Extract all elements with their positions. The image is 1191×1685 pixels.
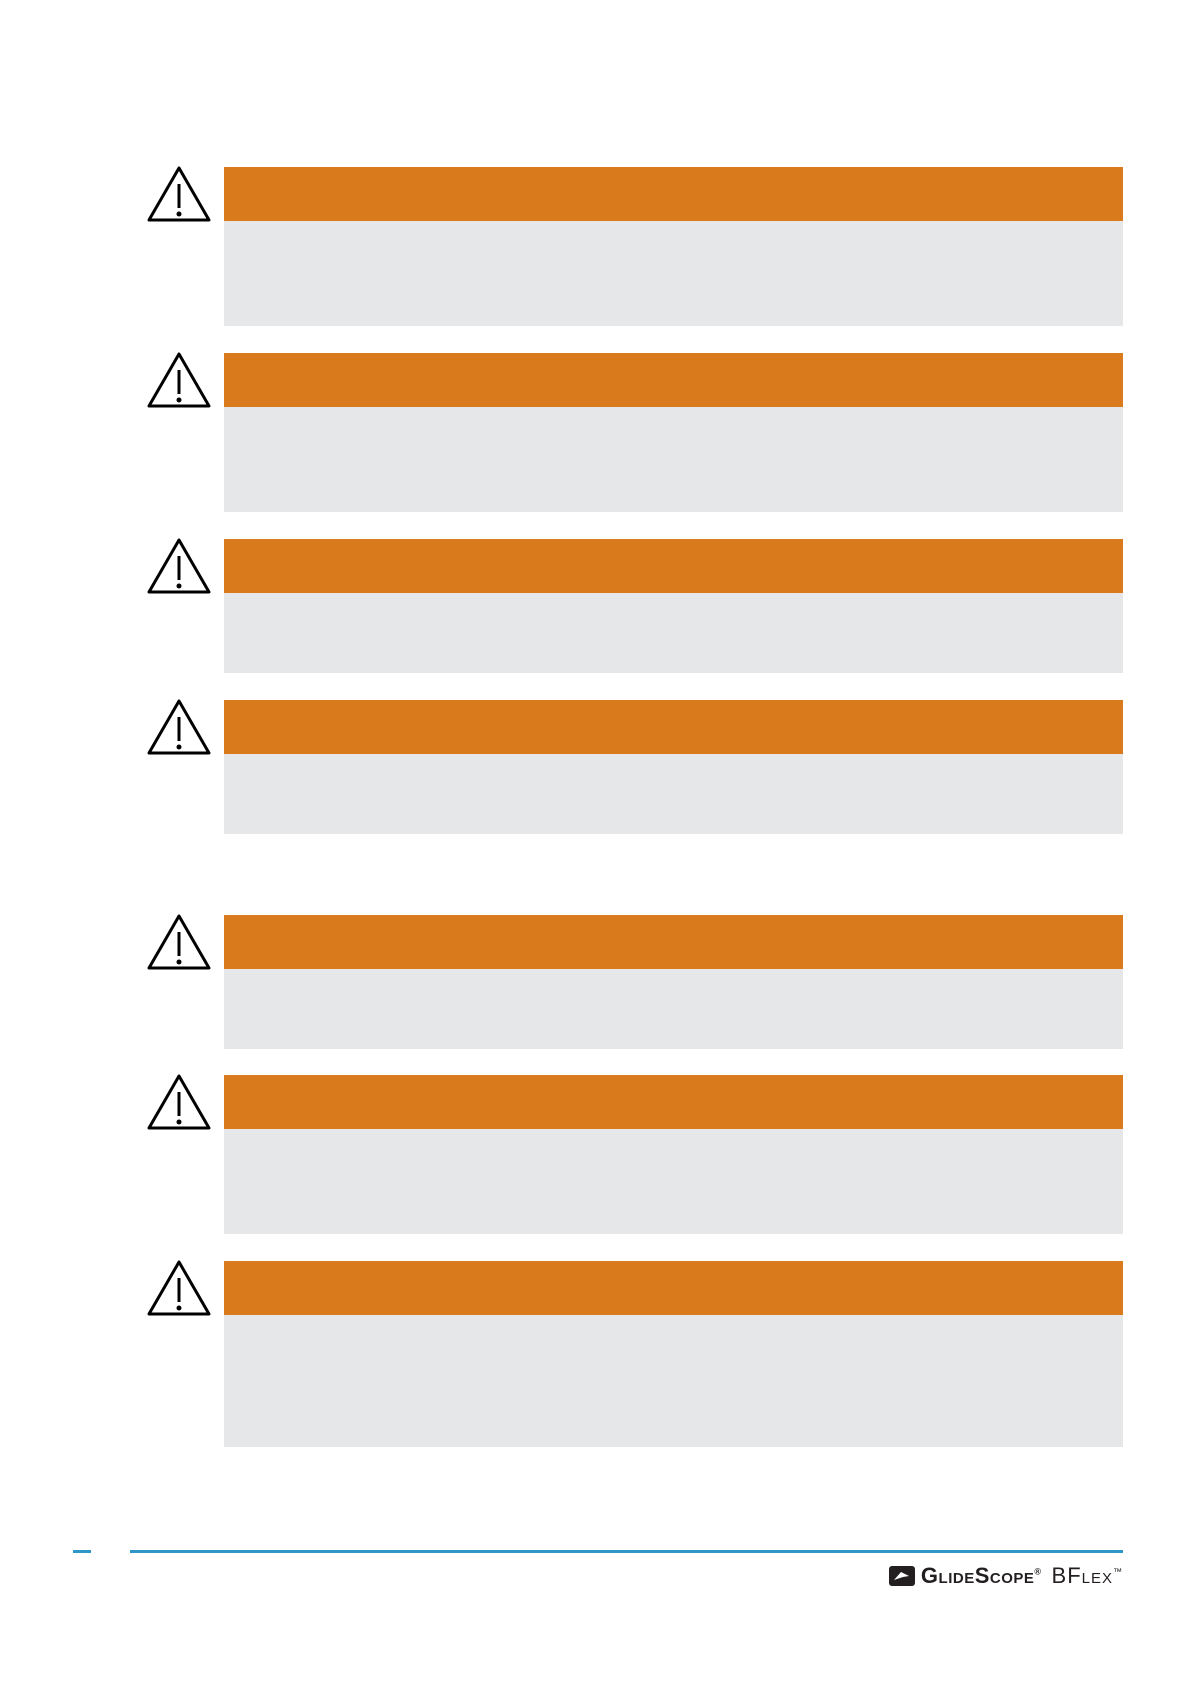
brand-text: GlideScope [920,1563,1035,1588]
logo-icon [888,1566,915,1586]
warning-icon [147,166,211,222]
warning-header [224,1075,1123,1129]
brand-mark: ® [1034,1566,1042,1577]
warning-body [224,1315,1123,1447]
warning-header [224,700,1123,754]
warning-header [224,915,1123,969]
logo: GlideScope® BFlex™ [888,1563,1123,1589]
warning-header [224,353,1123,407]
warning-icon [147,699,211,755]
warning-header [224,167,1123,221]
warning-header [224,539,1123,593]
product-mark: ™ [1113,1566,1123,1577]
warning-body [224,407,1123,512]
warning-body [224,1129,1123,1234]
product: BFlex™ [1052,1563,1123,1589]
brand: GlideScope® [921,1563,1042,1589]
warning-body [224,969,1123,1049]
warning-body [224,754,1123,834]
warning-header [224,1261,1123,1315]
warning-body [224,593,1123,673]
warning-icon [147,914,211,970]
warning-icon [147,352,211,408]
warning-icon [147,1074,211,1130]
warning-icon [147,1260,211,1316]
warning-icon [147,538,211,594]
product-text: BFlex [1051,1563,1113,1588]
footer-rule [130,1550,1123,1553]
footer-rule-short [73,1550,91,1553]
warning-body [224,221,1123,326]
